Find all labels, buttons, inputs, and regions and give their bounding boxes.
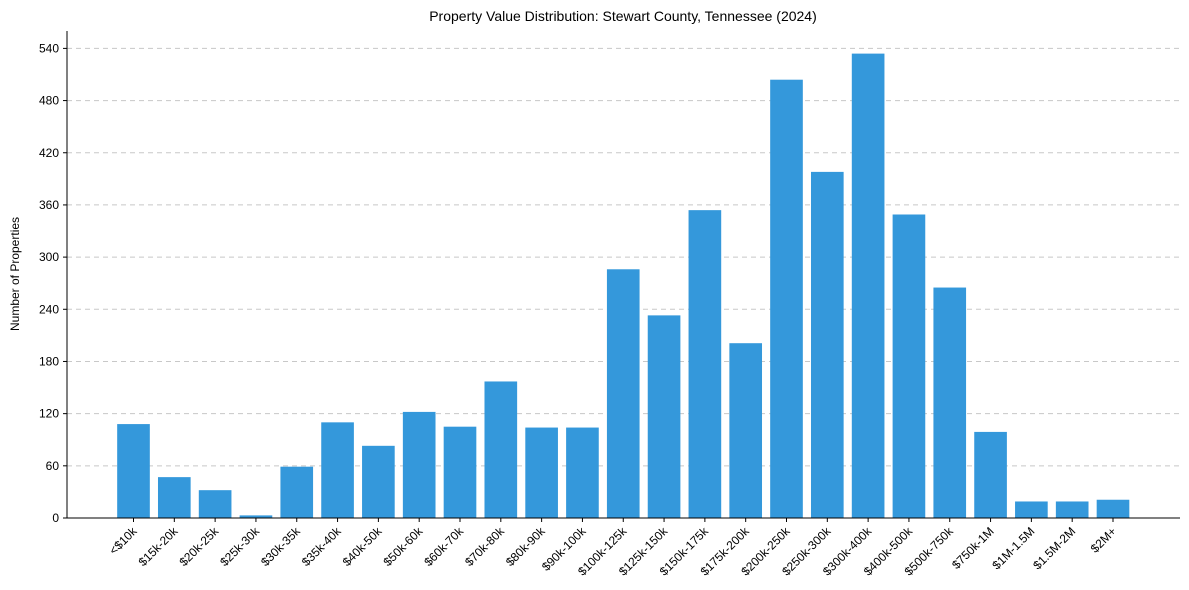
x-tick-label: $20k-25k — [176, 524, 222, 570]
bar — [770, 79, 803, 518]
y-tick-label: 420 — [39, 146, 59, 160]
x-tick-label: $50k-60k — [380, 524, 426, 570]
bar — [810, 171, 844, 518]
bar — [157, 477, 191, 518]
x-tick-label: $70k-80k — [462, 524, 508, 570]
y-tick-label: 180 — [39, 354, 59, 368]
bar — [974, 431, 1007, 518]
bar — [525, 427, 558, 518]
bar — [362, 445, 395, 518]
y-tick-label: 480 — [39, 94, 59, 108]
x-tick-label: $1M-1.5M — [989, 524, 1037, 572]
y-tick-label: 540 — [39, 41, 59, 55]
bar — [851, 53, 885, 518]
x-tick-label: $25k-30k — [217, 524, 263, 570]
bar — [1096, 499, 1130, 518]
bar — [484, 381, 518, 518]
y-tick-label: 300 — [39, 250, 59, 264]
y-tick-label: 120 — [39, 407, 59, 421]
x-tick-label: $1.5M-2M — [1030, 524, 1078, 572]
bar — [892, 214, 926, 519]
x-tick-label: $2M+ — [1088, 524, 1119, 555]
x-tick-label: $40k-50k — [340, 524, 386, 570]
bar — [606, 269, 640, 518]
x-tick-label: $750k-1M — [949, 524, 997, 572]
bar — [1015, 501, 1048, 518]
y-tick-label: 60 — [46, 459, 60, 473]
x-tick-label: $60k-70k — [421, 524, 467, 570]
y-tick-label: 0 — [52, 511, 59, 525]
bar — [239, 515, 273, 518]
bar — [443, 426, 477, 518]
x-tick-label: $15k-20k — [136, 524, 182, 570]
bar — [321, 422, 354, 518]
bar — [729, 343, 763, 518]
bar — [933, 287, 967, 518]
bars — [117, 53, 1130, 519]
bar — [688, 210, 722, 518]
bar — [198, 490, 232, 518]
bar — [280, 466, 314, 518]
y-tick-label: 360 — [39, 198, 59, 212]
x-tick-label: $35k-40k — [299, 524, 345, 570]
y-tick-label: 240 — [39, 302, 59, 316]
bar — [402, 411, 436, 518]
x-tick-label: <$10k — [106, 524, 140, 558]
bar — [566, 427, 599, 518]
bar — [117, 424, 150, 518]
bar — [647, 315, 681, 518]
x-tick-label: $30k-35k — [258, 524, 304, 570]
chart-title: Property Value Distribution: Stewart Cou… — [429, 8, 817, 24]
bar — [1055, 501, 1089, 518]
y-axis-label: Number of Properties — [8, 217, 22, 331]
